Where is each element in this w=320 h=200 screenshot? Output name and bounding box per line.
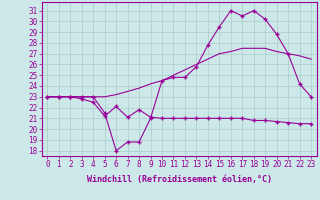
X-axis label: Windchill (Refroidissement éolien,°C): Windchill (Refroidissement éolien,°C): [87, 175, 272, 184]
